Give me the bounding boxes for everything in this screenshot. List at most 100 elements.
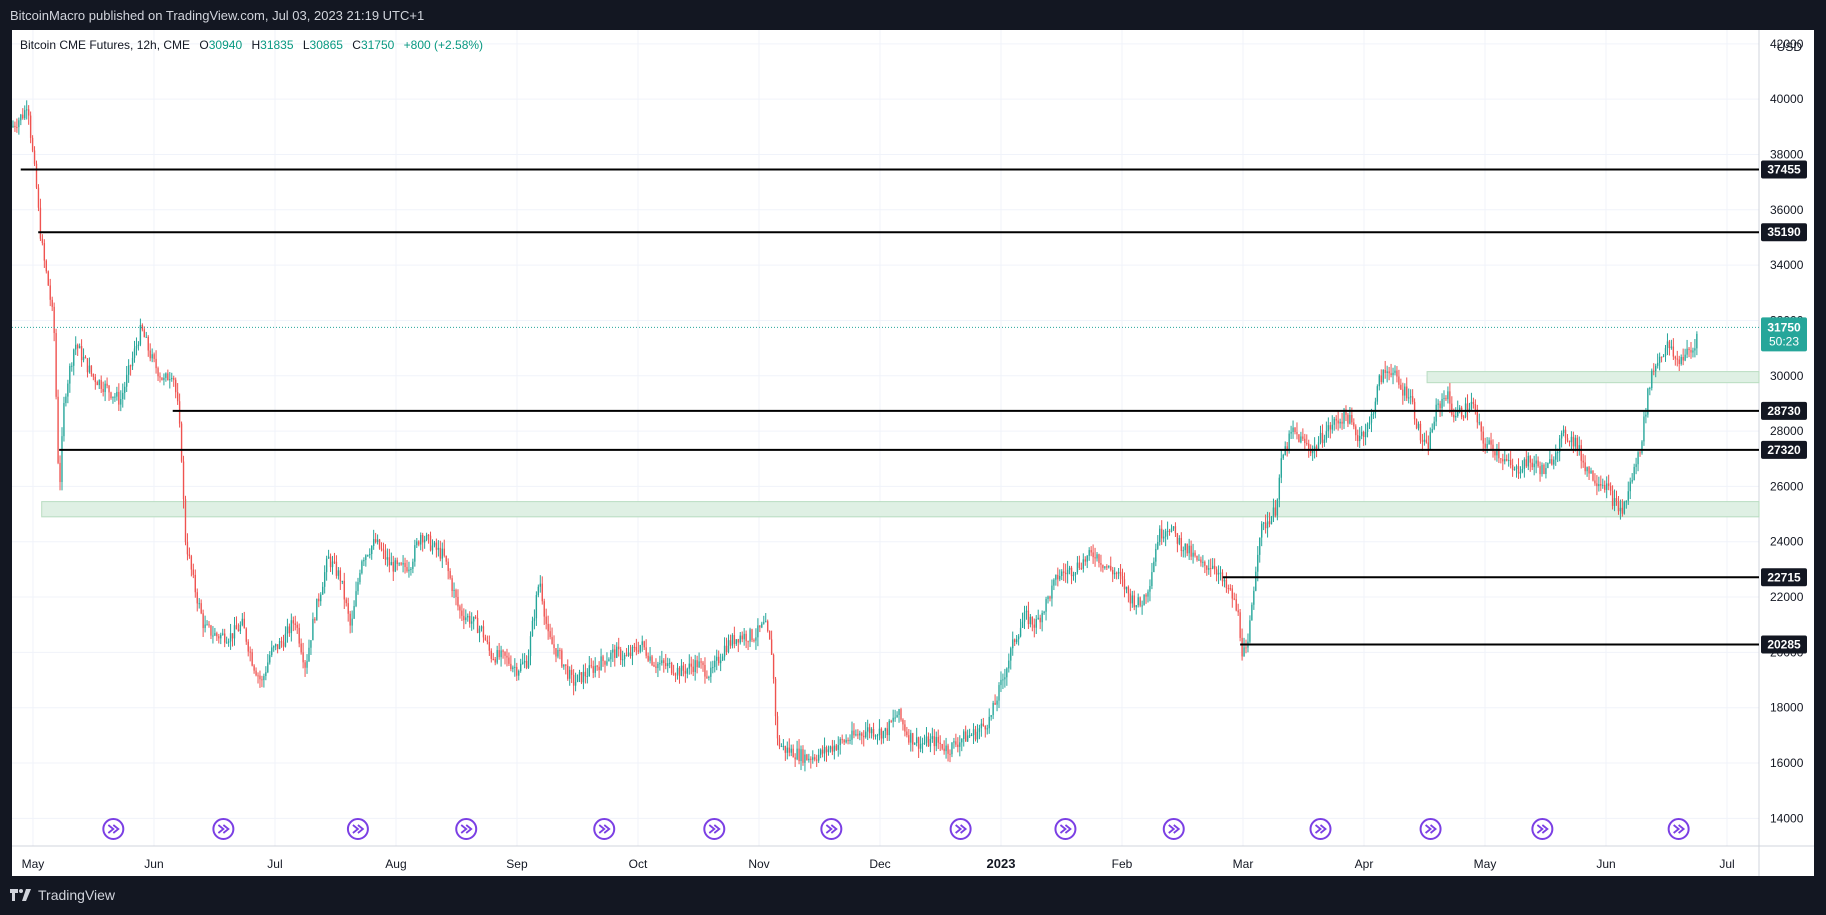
candle-up: [1647, 388, 1649, 415]
candle-up: [1560, 432, 1563, 439]
currency-label[interactable]: USD: [1776, 40, 1802, 54]
candle-up: [1029, 616, 1032, 625]
candle-down: [490, 650, 492, 659]
candle-up: [1670, 346, 1673, 349]
candle-down: [904, 724, 906, 732]
candle-up: [1368, 422, 1371, 425]
candle-down: [886, 728, 888, 736]
candle-up: [953, 741, 955, 743]
price-level-tag: [1761, 160, 1807, 179]
candle-up: [1447, 391, 1449, 400]
candle-up: [1135, 605, 1137, 608]
candle-up: [496, 650, 498, 663]
candle-up: [588, 665, 590, 676]
candle-up: [1360, 431, 1363, 436]
candle-down: [300, 643, 302, 653]
candle-down: [1176, 533, 1179, 544]
candle-up: [478, 628, 481, 633]
candle-up: [410, 568, 412, 570]
candle-up: [1025, 610, 1028, 613]
x-tick-label: Apr: [1355, 857, 1374, 871]
candle-up: [976, 731, 979, 740]
candle-up: [1323, 439, 1326, 444]
candle-up: [433, 542, 436, 546]
candle-up: [1339, 421, 1341, 424]
candle-up: [212, 635, 214, 637]
price-level-tag: [1761, 401, 1807, 420]
candle-up: [169, 379, 171, 381]
candle-down: [1427, 442, 1430, 450]
candle-up: [1570, 436, 1573, 443]
candle-down: [1511, 464, 1514, 471]
candle-down: [96, 382, 98, 386]
candle-down: [1298, 434, 1300, 443]
y-tick-label: 14000: [1770, 811, 1804, 825]
x-tick-label: Mar: [1233, 857, 1254, 871]
candle-down: [1161, 528, 1163, 539]
candle-down: [33, 150, 36, 164]
candle-down: [596, 665, 598, 667]
candle-down: [553, 644, 555, 649]
candle-down: [288, 626, 291, 634]
candle-down: [543, 601, 545, 617]
chart-area[interactable]: 1400016000180002000022000240002600028000…: [12, 30, 1814, 876]
candle-up: [1478, 422, 1480, 424]
candle-up: [1333, 418, 1335, 425]
candle-up: [845, 739, 847, 743]
candle-up: [1625, 500, 1627, 503]
tradingview-logo[interactable]: TradingView: [10, 887, 115, 903]
candle-down: [329, 556, 332, 568]
candle-down: [76, 344, 79, 349]
candle-down: [188, 554, 191, 557]
candle-down: [1031, 616, 1034, 625]
candle-up: [1331, 424, 1333, 430]
candle-down: [1210, 568, 1212, 570]
price-chart[interactable]: 1400016000180002000022000240002600028000…: [12, 30, 1814, 876]
candle-down: [506, 655, 508, 658]
y-tick-label: 30000: [1770, 369, 1804, 383]
candle-up: [61, 436, 63, 483]
candle-down: [210, 625, 212, 636]
candle-up: [1684, 354, 1686, 361]
candle-up: [1692, 350, 1694, 353]
candle-up: [1394, 370, 1396, 373]
candle-up: [1292, 427, 1294, 432]
candle-up: [686, 668, 689, 674]
candle-down: [259, 675, 261, 680]
candle-down: [1484, 443, 1486, 448]
candle-up: [363, 559, 365, 562]
high-label: H: [251, 38, 261, 52]
candle-down: [653, 664, 655, 667]
candle-up: [1074, 572, 1077, 575]
candle-up: [992, 702, 994, 716]
candle-up: [1649, 387, 1651, 389]
candle-up: [365, 555, 367, 560]
candles: [12, 100, 1698, 772]
candle-up: [137, 344, 140, 346]
candle-up: [63, 403, 65, 437]
high-value: 31835: [260, 38, 294, 52]
candle-up: [961, 738, 963, 743]
candle-up: [1019, 627, 1022, 637]
candle-down: [798, 748, 800, 762]
candle-up: [227, 641, 230, 643]
candle-down: [665, 663, 667, 667]
price-level-tag: [1761, 568, 1807, 587]
candle-down: [492, 658, 494, 660]
candle-down: [1660, 356, 1663, 358]
candle-down: [982, 723, 985, 726]
candle-up: [1457, 410, 1459, 416]
candle-up: [521, 662, 524, 664]
candle-up: [1141, 605, 1143, 607]
candle-down: [474, 616, 477, 618]
candle-up: [1547, 463, 1549, 469]
candle-up: [616, 646, 618, 658]
candle-up: [1359, 435, 1361, 442]
candle-down: [770, 639, 773, 655]
candle-up: [222, 633, 224, 635]
candle-up: [465, 617, 467, 621]
candle-down: [561, 650, 563, 667]
candle-up: [970, 735, 973, 737]
candle-down: [1472, 401, 1475, 405]
candle-up: [1202, 561, 1204, 563]
